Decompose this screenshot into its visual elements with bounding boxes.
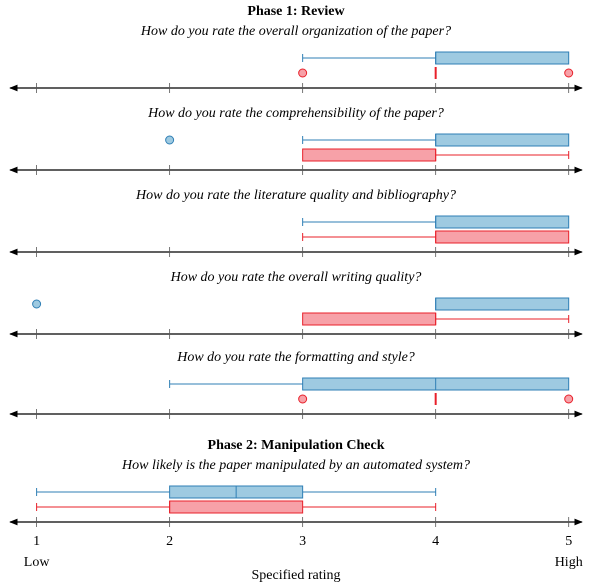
outlier: [32, 299, 42, 309]
section-title: Phase 1: Review: [247, 4, 345, 19]
section-title: Phase 2: Manipulation Check: [208, 438, 385, 453]
outlier: [564, 68, 574, 78]
x-tick-label: 1: [33, 534, 40, 549]
box: [435, 297, 570, 311]
box: [435, 133, 570, 147]
x-tick-label: 5: [565, 534, 572, 549]
box: [302, 312, 437, 326]
question: How do you rate the formatting and style…: [176, 350, 415, 365]
outlier: [165, 135, 175, 145]
x-axis-label: Specified rating: [251, 568, 340, 583]
x-tick-label: 4: [432, 534, 439, 549]
question: How do you rate the overall writing qual…: [170, 270, 422, 285]
question: How do you rate the literature quality a…: [135, 188, 456, 203]
high-label: High: [555, 555, 583, 570]
outlier: [298, 68, 308, 78]
box: [435, 215, 570, 229]
box: [302, 148, 437, 162]
outlier: [298, 394, 308, 404]
box: [435, 51, 570, 65]
box: [169, 500, 304, 514]
box: [435, 230, 570, 244]
x-tick-label: 3: [299, 534, 306, 549]
question: How do you rate the comprehensibility of…: [147, 106, 444, 121]
question: How likely is the paper manipulated by a…: [121, 458, 470, 473]
question: How do you rate the overall organization…: [140, 24, 451, 39]
x-tick-label: 2: [166, 534, 173, 549]
outlier: [564, 394, 574, 404]
low-label: Low: [24, 555, 51, 570]
